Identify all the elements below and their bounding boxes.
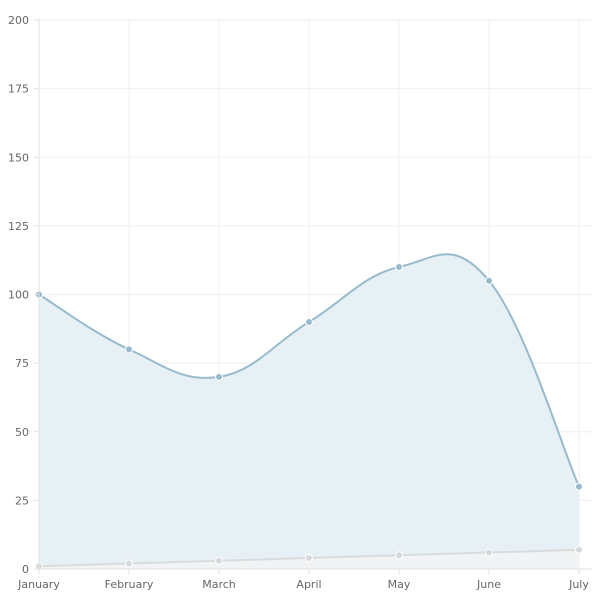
series-1-point <box>215 372 223 381</box>
y-tick-label: 100 <box>8 289 29 302</box>
series-1-point <box>305 317 313 326</box>
x-tick-labels: January February March April May June July <box>17 578 589 591</box>
y-tick-label: 25 <box>15 494 29 507</box>
x-tick-label: June <box>476 578 501 591</box>
series-2-point <box>215 556 223 565</box>
y-tick-label: 200 <box>8 14 29 27</box>
series-2-point <box>305 554 313 563</box>
series-1-area <box>39 254 579 569</box>
x-tick-label: March <box>202 578 236 591</box>
y-tick-labels: 0 25 50 75 100 125 150 175 200 <box>8 14 29 576</box>
x-tick-label: February <box>105 578 154 591</box>
y-tick-label: 175 <box>8 83 29 96</box>
y-tick-label: 150 <box>8 151 29 164</box>
x-tick-label: July <box>568 578 589 591</box>
x-tick-label: April <box>296 578 321 591</box>
axes <box>34 18 592 574</box>
x-tick-label: January <box>17 578 60 591</box>
y-tick-label: 0 <box>22 563 29 576</box>
series-1-point <box>485 276 493 285</box>
series-1-point <box>395 263 403 272</box>
series-1-point <box>125 345 133 354</box>
series-2-point <box>395 551 403 560</box>
series-2-point <box>125 559 133 568</box>
y-tick-label: 50 <box>15 426 29 439</box>
y-tick-label: 75 <box>15 357 29 370</box>
series-2-point <box>485 548 493 557</box>
series-1-point <box>575 482 583 491</box>
series-2-point <box>575 545 583 554</box>
y-tick-label: 125 <box>8 220 29 233</box>
x-tick-label: May <box>388 578 411 591</box>
data-points <box>35 263 583 571</box>
